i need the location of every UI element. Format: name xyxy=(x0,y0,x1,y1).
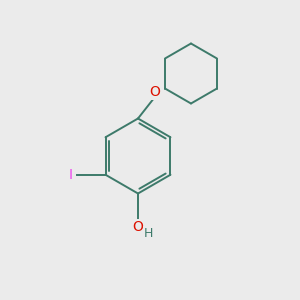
Text: I: I xyxy=(68,168,72,182)
Text: H: H xyxy=(143,227,153,240)
Text: O: O xyxy=(133,220,143,234)
Text: O: O xyxy=(149,85,160,99)
